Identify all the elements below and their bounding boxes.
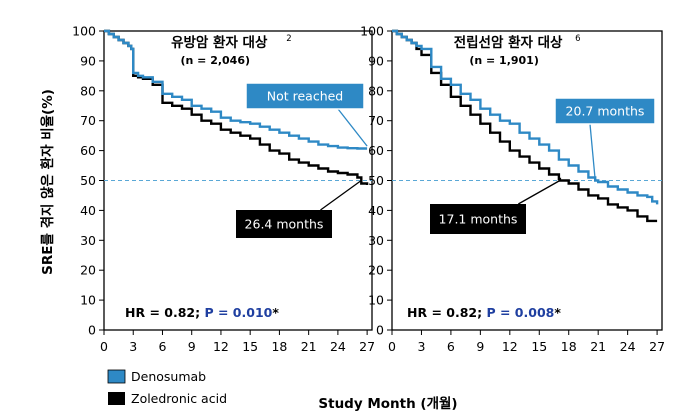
callout-box-denosumab	[245, 82, 365, 110]
panel-title: 전립선암 환자 대상	[454, 34, 563, 51]
x-axis-label: Study Month (개월)	[318, 395, 457, 412]
y-tick-label: 40	[80, 203, 96, 218]
callout-label-denosumab: 20.7 months	[566, 104, 645, 119]
y-tick-label: 0	[88, 323, 96, 338]
x-tick-label: 15	[531, 339, 547, 354]
y-tick-label: 70	[368, 113, 384, 128]
x-tick-label: 6	[158, 339, 166, 354]
y-tick-label: 40	[368, 203, 384, 218]
callout-box-zoledronic	[236, 210, 332, 238]
y-tick-label: 100	[72, 24, 96, 39]
panel-subtitle: (n = 2,046)	[180, 54, 250, 67]
x-tick-label: 9	[476, 339, 484, 354]
y-tick-label: 30	[368, 233, 384, 248]
y-tick-label: 80	[80, 83, 96, 98]
y-tick-label: 20	[368, 263, 384, 278]
y-tick-label: 0	[376, 323, 384, 338]
callout-label-zoledronic: 26.4 months	[245, 217, 324, 232]
legend-swatch-zoledronic	[108, 392, 125, 405]
callout-label-zoledronic: 17.1 months	[439, 212, 518, 227]
p-value: P = 0.008	[486, 305, 554, 320]
y-tick-label: 50	[368, 173, 384, 188]
x-tick-label: 15	[242, 339, 258, 354]
significance-mark: *	[554, 305, 561, 320]
y-tick-label: 80	[368, 83, 384, 98]
panel-title: 유방암 환자 대상	[171, 34, 268, 51]
callout-box-denosumab	[554, 97, 656, 125]
callout-leader-denosumab	[589, 123, 596, 181]
x-tick-label: 27	[649, 339, 665, 354]
legend-label-denosumab: Denosumab	[131, 369, 206, 384]
x-tick-label: 9	[188, 339, 196, 354]
callout-box-zoledronic	[430, 204, 526, 234]
y-tick-label: 100	[360, 24, 384, 39]
legend-label-zoledronic: Zoledronic acid	[131, 391, 227, 406]
panel-1: 0 10 20 30 40 50 60 70 80 90 100 0 3 6 9 12 15 18 21 24 27 유방…	[72, 24, 375, 355]
legend: Denosumab Zoledronic acid	[107, 369, 227, 406]
y-axis-label: SRE를 겪지 않은 환자 비율(%)	[39, 89, 56, 275]
x-tick-label: 24	[620, 339, 636, 354]
hr-prefix: HR = 0.82;	[407, 305, 486, 320]
x-tick-label: 18	[271, 339, 287, 354]
series-line-denosumab	[392, 29, 659, 205]
x-tick-label: 27	[359, 339, 375, 354]
significance-mark: *	[272, 305, 279, 320]
series-line-zoledronic	[392, 29, 658, 223]
x-tick-label: 3	[129, 339, 137, 354]
y-tick-label: 30	[80, 233, 96, 248]
y-tick-label: 60	[80, 143, 96, 158]
panel-2: 0 10 20 30 40 50 60 70 80 90 100 0 3 6 9 12 15 18 21 24 27 전립…	[360, 24, 665, 355]
series-line-denosumab	[104, 29, 368, 150]
hr-prefix: HR = 0.82;	[125, 305, 204, 320]
title-reference: 6	[575, 34, 580, 44]
x-tick-label: 21	[590, 339, 606, 354]
x-tick-label: 12	[502, 339, 518, 354]
hazard-ratio-text: HR = 0.82; P = 0.010*	[125, 305, 279, 320]
x-tick-label: 0	[100, 339, 108, 354]
callout-leader-denosumab	[337, 108, 368, 147]
panel-subtitle: (n = 1,901)	[469, 54, 539, 67]
hazard-ratio-text: HR = 0.82; P = 0.008*	[407, 305, 561, 320]
y-tick-label: 10	[368, 293, 384, 308]
x-tick-label: 12	[213, 339, 229, 354]
y-tick-label: 70	[80, 113, 96, 128]
y-tick-label: 90	[368, 53, 384, 68]
x-tick-label: 3	[417, 339, 425, 354]
y-tick-label: 50	[80, 173, 96, 188]
p-value: P = 0.010	[204, 305, 272, 320]
y-tick-label: 60	[368, 143, 384, 158]
x-tick-label: 0	[388, 339, 396, 354]
y-tick-label: 90	[80, 53, 96, 68]
x-tick-label: 6	[447, 339, 455, 354]
callout-leader-zoledronic	[518, 179, 561, 205]
x-tick-label: 21	[301, 339, 317, 354]
y-tick-label: 20	[80, 263, 96, 278]
callout-leader-zoledronic	[320, 179, 362, 211]
x-tick-label: 18	[561, 339, 577, 354]
callout-label-denosumab: Not reached	[267, 89, 344, 104]
title-reference: 2	[286, 34, 291, 44]
legend-swatch-denosumab	[107, 369, 126, 384]
y-tick-label: 10	[80, 293, 96, 308]
x-tick-label: 24	[330, 339, 346, 354]
